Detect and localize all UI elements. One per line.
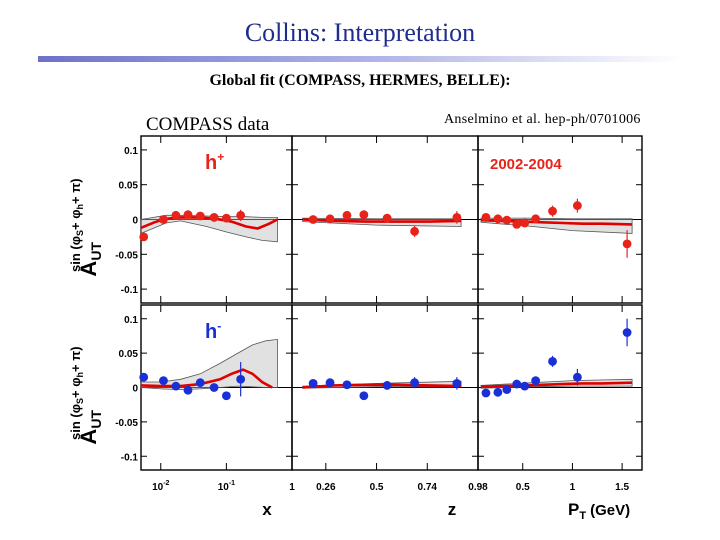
- data-point: [452, 213, 462, 222]
- y-tick-label: 0: [132, 216, 138, 227]
- x-tick-label: 0.26: [316, 482, 336, 493]
- y-tick-label: 0.05: [119, 349, 139, 360]
- data-point: [171, 381, 181, 391]
- x-tick-label: 0.98: [468, 482, 488, 493]
- data-point: [502, 385, 512, 394]
- data-point: [572, 201, 582, 210]
- data-point: [410, 378, 419, 388]
- data-point: [481, 388, 491, 398]
- x-tick-label: 0.74: [418, 482, 438, 493]
- x-tick-label: 1: [570, 482, 576, 493]
- y-axis-title-text: AUTsin (φS+ φh+ π): [68, 346, 104, 444]
- x-axis-title-x: x: [262, 500, 272, 519]
- data-point: [195, 378, 205, 388]
- y-axis-title-text: AUTsin (φS+ φh+ π): [68, 178, 104, 276]
- y-tick-label: 0.1: [124, 146, 138, 157]
- data-point: [171, 210, 181, 220]
- title-underline: [38, 56, 682, 62]
- y-tick-label: -0.1: [121, 452, 139, 463]
- hadron-label-hminus: h-: [205, 319, 221, 343]
- data-point: [531, 214, 541, 224]
- dataset-annotation: 2002-2004: [490, 156, 562, 173]
- data-point: [159, 376, 168, 386]
- data-point: [308, 215, 318, 224]
- data-point: [139, 372, 149, 382]
- y-tick-label: 0.05: [119, 181, 139, 192]
- data-point: [209, 383, 219, 392]
- x-tick-label: 0.5: [516, 482, 530, 493]
- data-point: [325, 214, 335, 224]
- data-point: [548, 206, 557, 216]
- data-point: [359, 210, 369, 220]
- data-point: [622, 239, 632, 249]
- data-point: [382, 381, 392, 390]
- axis-labels: 0.1 0.05 0 -0.05 -0.1 0.1 0.05 0 -0.05 -0.1 h+ 2002…: [68, 146, 630, 522]
- x-tick-label: 0.5: [370, 482, 384, 493]
- y-tick-label: 0.1: [124, 315, 138, 326]
- panel-frames: [140, 135, 643, 471]
- data-point: [493, 387, 503, 397]
- data-point: [410, 226, 419, 236]
- data-point: [531, 376, 541, 386]
- data-point: [183, 385, 193, 395]
- data-point: [183, 210, 193, 220]
- data-point: [572, 372, 582, 382]
- data-point: [548, 356, 557, 366]
- slide-subtitle: Global fit (COMPASS, HERMES, BELLE):: [209, 72, 511, 89]
- data-points: [139, 198, 632, 401]
- data-point: [502, 215, 512, 225]
- data-point: [520, 218, 530, 228]
- data-point: [195, 211, 205, 221]
- data-point: [308, 378, 318, 388]
- data-point: [139, 232, 149, 242]
- y-tick-label: -0.05: [115, 418, 138, 429]
- data-point: [221, 213, 231, 223]
- x-tick-label: 10-1: [218, 480, 235, 493]
- data-point: [159, 215, 168, 224]
- x-axis-title-z: z: [448, 500, 457, 519]
- y-tick-label: -0.05: [115, 250, 138, 261]
- compass-data-label: COMPASS data: [146, 114, 270, 135]
- data-point: [520, 381, 530, 391]
- data-point: [236, 210, 246, 220]
- data-point: [452, 378, 462, 388]
- data-point: [359, 391, 369, 401]
- slide-title: Collins: Interpretation: [244, 18, 476, 47]
- data-point: [325, 378, 335, 388]
- y-tick-label: -0.1: [121, 285, 139, 296]
- reference-label: Anselmino et al. hep-ph/0701006: [444, 112, 641, 127]
- data-point: [622, 328, 632, 337]
- x-axis-title-pt: PT (GeV): [568, 500, 630, 522]
- data-point: [342, 210, 352, 220]
- data-point: [221, 391, 231, 401]
- data-point: [512, 379, 522, 389]
- data-point: [481, 213, 491, 222]
- data-point: [342, 380, 352, 390]
- data-point: [512, 219, 522, 229]
- x-tick-label: 1: [289, 482, 295, 493]
- x-tick-label: 10-2: [152, 480, 169, 493]
- data-point: [493, 214, 503, 224]
- data-point: [236, 374, 246, 384]
- data-point: [209, 213, 219, 222]
- y-axis-title: AUTsin (φS+ φh+ π): [68, 346, 104, 444]
- hadron-label-hplus: h+: [205, 150, 224, 174]
- fit-curve-r1-p0: [140, 368, 273, 389]
- x-tick-label: 1.5: [615, 482, 629, 493]
- y-tick-label: 0: [132, 384, 138, 395]
- y-axis-title: AUTsin (φS+ φh+ π): [68, 178, 104, 276]
- data-point: [382, 213, 392, 223]
